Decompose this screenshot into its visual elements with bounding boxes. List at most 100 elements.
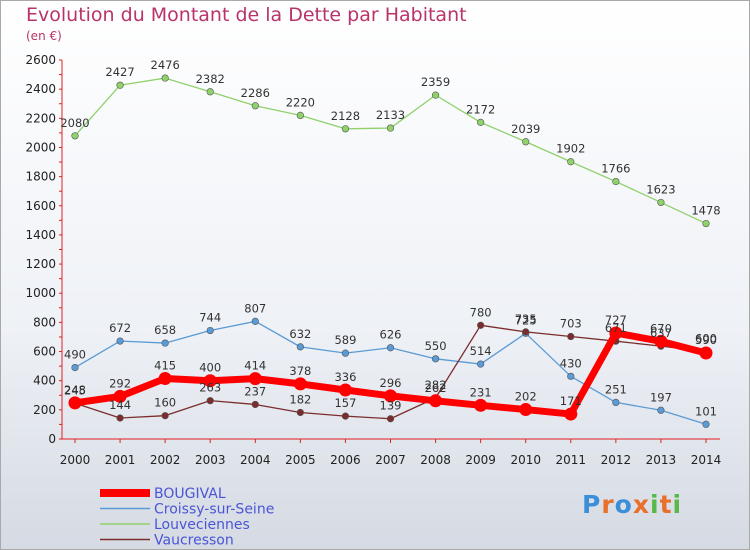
data-label: 248 (64, 383, 86, 397)
y-tick-label: 1600 (25, 199, 56, 213)
x-tick-label: 2005 (285, 453, 316, 467)
data-label: 626 (380, 328, 402, 342)
x-tick-label: 2007 (375, 453, 406, 467)
data-point (71, 363, 79, 372)
logo-letter: x (632, 490, 650, 519)
data-point (386, 415, 395, 423)
data-label: 637 (650, 326, 672, 340)
data-point (477, 321, 485, 329)
data-point (161, 339, 169, 347)
data-label: 378 (289, 364, 311, 378)
y-tick-label: 1800 (25, 170, 56, 184)
data-label: 336 (334, 370, 356, 384)
proxiti-logo[interactable]: Proxiti (582, 490, 682, 519)
data-point (386, 344, 395, 352)
data-point (519, 403, 533, 417)
data-point (431, 355, 440, 363)
y-tick-label: 2400 (25, 82, 56, 96)
data-label: 2128 (331, 109, 360, 123)
data-point (251, 317, 259, 325)
data-point (341, 125, 350, 133)
x-tick-label: 2000 (60, 453, 91, 467)
data-label: 744 (199, 311, 221, 325)
data-label: 197 (650, 390, 672, 404)
data-label: 245 (64, 383, 86, 397)
legend-label: BOUGIVAL (154, 486, 226, 502)
data-point (341, 412, 350, 420)
data-point (293, 377, 307, 391)
y-tick-label: 2200 (25, 111, 56, 125)
data-label: 735 (515, 312, 537, 326)
data-label: 414 (244, 359, 266, 373)
data-point (71, 132, 79, 140)
data-label: 1766 (601, 162, 630, 176)
data-label: 2382 (196, 72, 225, 86)
chart-unit: (en €) (26, 29, 62, 43)
data-label: 101 (695, 404, 717, 418)
data-point (477, 118, 485, 126)
data-label: 231 (470, 385, 492, 399)
data-point (251, 400, 259, 409)
data-label: 589 (334, 333, 356, 347)
data-label: 139 (380, 399, 402, 413)
data-point (612, 177, 620, 186)
data-label: 670 (650, 321, 672, 335)
x-tick-label: 2006 (330, 453, 361, 467)
data-label: 262 (425, 381, 447, 395)
data-point (116, 81, 124, 89)
y-tick-label: 0 (48, 432, 56, 446)
data-label: 400 (199, 361, 221, 375)
data-label: 550 (425, 339, 447, 353)
x-tick-label: 2003 (195, 453, 226, 467)
legend-label: Vaucresson (154, 533, 234, 549)
data-label: 182 (289, 392, 311, 406)
data-label: 780 (470, 305, 492, 319)
data-label: 2286 (241, 86, 270, 100)
logo-letter: r (601, 490, 615, 519)
x-tick-label: 2011 (556, 453, 587, 467)
data-label: 251 (605, 382, 627, 396)
data-point (296, 111, 304, 119)
logo-letter: t (659, 490, 673, 519)
data-point (203, 374, 217, 388)
data-label: 703 (560, 317, 582, 331)
data-label: 671 (605, 321, 627, 335)
x-tick-label: 2002 (150, 453, 181, 467)
data-point (702, 420, 710, 428)
data-label: 807 (244, 301, 266, 315)
data-label: 171 (560, 394, 582, 408)
data-label: 263 (199, 381, 221, 395)
data-point (296, 343, 304, 351)
y-tick-label: 800 (33, 315, 56, 329)
data-label: 725 (515, 313, 537, 327)
data-label: 727 (605, 313, 627, 327)
data-point (699, 346, 713, 360)
data-point (564, 407, 578, 421)
data-label: 2427 (105, 65, 134, 79)
data-label: 490 (64, 348, 86, 362)
x-tick-label: 2012 (601, 453, 632, 467)
data-point (251, 102, 259, 110)
data-point (296, 408, 304, 417)
x-tick-label: 2009 (465, 453, 496, 467)
x-tick-label: 2008 (420, 453, 451, 467)
y-tick-label: 2600 (25, 53, 56, 67)
data-label: 2039 (511, 122, 540, 136)
data-label: 296 (380, 376, 402, 390)
y-tick-label: 600 (33, 345, 56, 359)
y-tick-label: 1200 (25, 257, 56, 271)
legend-label: Louveciennes (154, 517, 250, 533)
data-point (477, 360, 485, 368)
data-point (657, 406, 665, 414)
data-label: 1902 (556, 142, 585, 156)
x-tick-label: 2001 (105, 453, 136, 467)
data-point (116, 337, 124, 345)
data-point (384, 389, 397, 403)
data-point (341, 349, 350, 357)
data-label: 2133 (376, 108, 405, 122)
data-point (386, 124, 395, 132)
data-point (158, 372, 172, 386)
data-point (567, 158, 575, 166)
